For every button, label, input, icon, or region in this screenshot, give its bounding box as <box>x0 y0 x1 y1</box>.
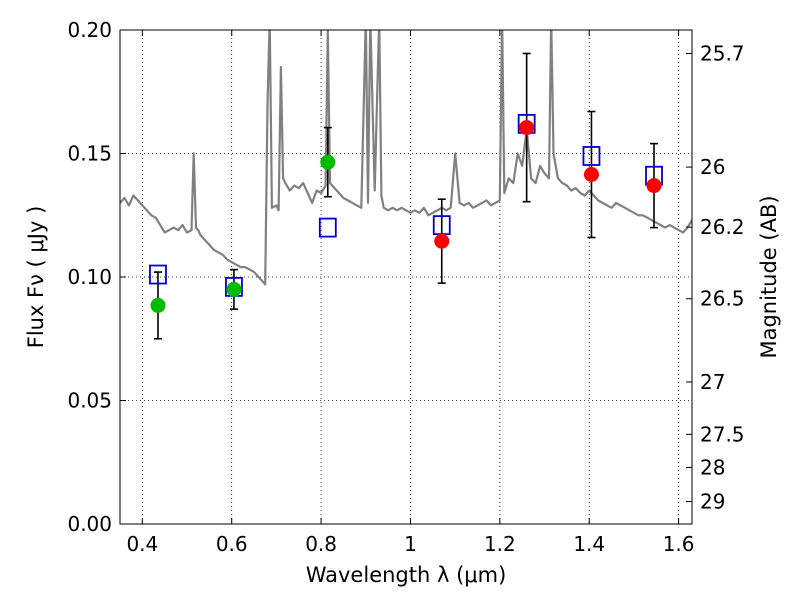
model-point <box>582 146 601 166</box>
observed-point <box>320 154 336 170</box>
spectrum-line <box>120 30 692 286</box>
observed-point <box>226 281 242 297</box>
x-tick-label: 1.2 <box>484 532 516 556</box>
model-points <box>149 113 663 297</box>
right-axis-label: Magnitude (AB) <box>757 195 781 358</box>
x-tick-label: 1.6 <box>663 532 695 556</box>
right-tick-label: 28 <box>700 455 725 479</box>
grid-lines <box>120 29 692 525</box>
x-tick-label: 0.6 <box>216 532 248 556</box>
right-tick-label: 26.5 <box>700 287 745 311</box>
spectrum-series <box>120 30 692 286</box>
observed-points <box>150 120 662 313</box>
x-axis-label: Wavelength λ (μm) <box>306 563 507 587</box>
right-tick-label: 25.7 <box>700 41 745 65</box>
right-tick-label: 27 <box>700 370 725 394</box>
observed-point <box>646 178 662 194</box>
right-tick-label: 26 <box>700 155 725 179</box>
observed-point <box>519 120 535 136</box>
y-axis-label: Flux Fν ( μJy ) <box>24 206 48 349</box>
observed-point <box>434 233 450 249</box>
x-tick-label: 1.4 <box>573 532 605 556</box>
y-tick-label: 0.05 <box>67 389 112 413</box>
right-tick-label: 29 <box>700 490 725 514</box>
plot-frame <box>119 29 693 525</box>
observed-point <box>150 297 166 313</box>
y-tick-label: 0.20 <box>67 18 112 42</box>
right-tick-label: 26.2 <box>700 215 745 239</box>
right-tick-label: 27.5 <box>700 422 745 446</box>
x-tick-label: 1 <box>404 532 417 556</box>
observed-point <box>583 166 599 182</box>
axis-ticks: 0.4 0.6 0.8 1 1.2 1.4 1.6 0.00 0.05 0.10 0.15 0.20 2… <box>67 18 744 556</box>
y-tick-label: 0.15 <box>67 142 112 166</box>
y-tick-label: 0.00 <box>67 512 112 536</box>
model-point <box>318 217 337 238</box>
x-tick-label: 0.4 <box>126 532 158 556</box>
y-tick-label: 0.10 <box>67 265 112 289</box>
x-tick-label: 0.8 <box>305 532 337 556</box>
model-point <box>149 264 167 285</box>
